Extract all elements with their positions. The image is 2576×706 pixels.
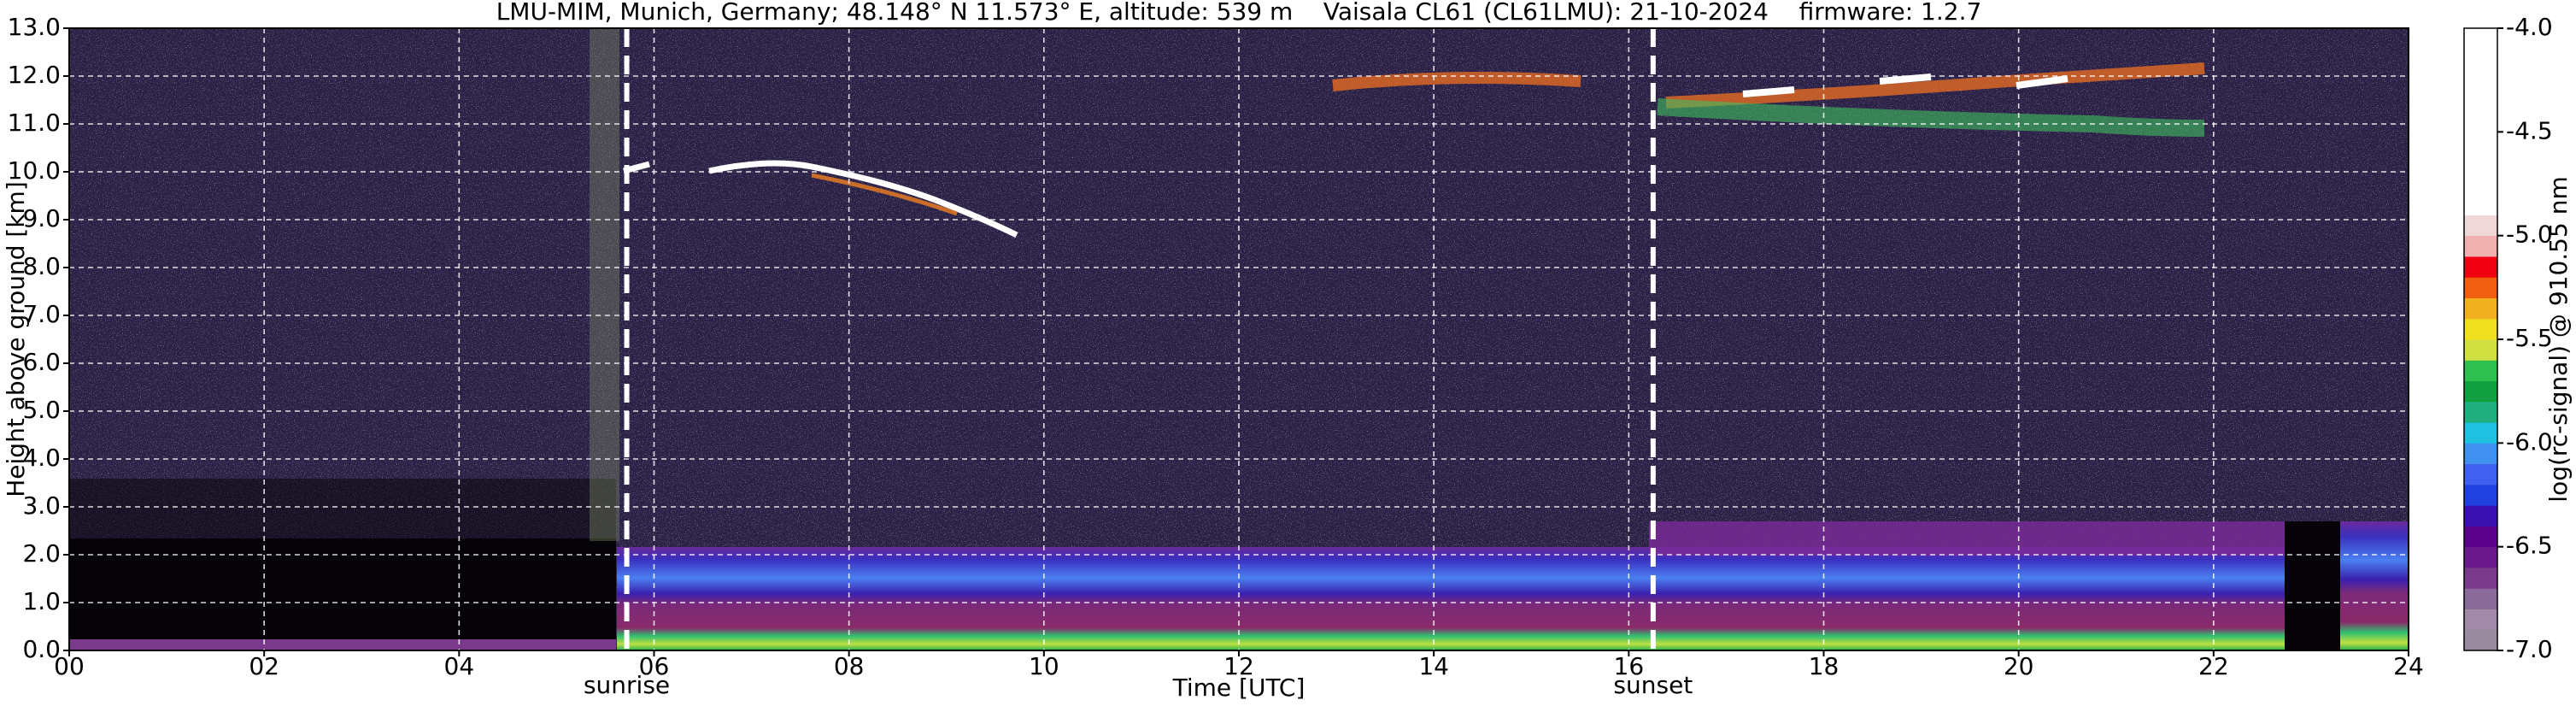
colorbar-swatch (2464, 297, 2497, 320)
cloud (1332, 62, 2205, 109)
colorbar-swatch (2464, 546, 2497, 568)
precip-stripe (590, 28, 619, 541)
annotation-label: sunset (1613, 671, 1693, 699)
colorbar-tick-label: -4.0 (2506, 13, 2553, 41)
colorbar-tick-label: -4.5 (2506, 116, 2553, 144)
colorbar-swatch (2464, 90, 2497, 112)
cloud (1742, 74, 2068, 97)
y-tick-label: 8.0 (22, 252, 61, 280)
plot-frame (68, 27, 2409, 651)
colorbar-swatch (2464, 567, 2497, 589)
x-tick-label: 16 (1614, 652, 1645, 680)
y-tick-label: 12.0 (8, 61, 61, 89)
colorbar-swatch (2464, 173, 2497, 195)
colorbar-tick-label: -7.0 (2506, 635, 2553, 663)
colorbar-swatch (2464, 194, 2497, 215)
colorbar-label: log(rc-signal) @ 910.55 nm (2544, 176, 2573, 502)
colorbar-tick-label: -5.0 (2506, 221, 2553, 249)
colorbar-swatch (2464, 609, 2497, 631)
x-tick-label: 18 (1809, 652, 1840, 680)
colorbar-swatch (2464, 215, 2497, 237)
colorbar-swatch (2464, 111, 2497, 132)
x-tick-label: 14 (1418, 652, 1449, 680)
annotation-label: sunrise (584, 671, 670, 699)
x-tick-label: 24 (2393, 652, 2424, 680)
cloud (811, 173, 958, 216)
y-tick-label: 11.0 (8, 109, 61, 137)
x-tick-label: 22 (2198, 652, 2229, 680)
x-tick-label: 02 (249, 652, 279, 680)
colorbar-swatch (2464, 588, 2497, 609)
colorbar-swatch (2464, 69, 2497, 91)
colorbar-swatch (2464, 484, 2497, 506)
colorbar-swatch (2464, 443, 2497, 465)
y-tick-label: 7.0 (22, 300, 61, 328)
y-tick-label: 10.0 (8, 156, 61, 185)
colorbar-tick-label: -5.5 (2506, 324, 2553, 352)
x-tick-label: 10 (1029, 652, 1059, 680)
y-axis-label: Height above ground [km] (2, 181, 30, 497)
colorbar-swatch (2464, 422, 2497, 444)
x-tick-label: 08 (834, 652, 865, 680)
y-tick-label: 6.0 (22, 348, 61, 376)
x-tick-label: 06 (639, 652, 670, 680)
x-axis-label: Time [UTC] (1172, 674, 1306, 702)
y-tick-label: 0.0 (22, 635, 61, 663)
colorbar-swatch (2464, 463, 2497, 485)
colorbar-swatch (2464, 256, 2497, 278)
colorbar-swatch (2464, 132, 2497, 154)
dark-region (69, 538, 616, 650)
colorbar-swatch (2464, 28, 2497, 50)
y-tick-label: 9.0 (22, 204, 61, 232)
colorbar-swatch (2464, 380, 2497, 403)
x-tick-label: 04 (444, 652, 475, 680)
colorbar-swatch (2464, 401, 2497, 423)
colorbar-swatch (2464, 235, 2497, 257)
y-tick-label: 4.0 (22, 444, 61, 472)
colorbar-swatch (2464, 277, 2497, 298)
colorbar-tick-label: -6.0 (2506, 427, 2553, 456)
x-tick-label: 12 (1223, 652, 1254, 680)
x-tick-label: 00 (54, 652, 85, 680)
residual-layer (1649, 521, 2285, 556)
y-tick-label: 1.0 (22, 587, 61, 615)
chart-title: LMU-MIM, Munich, Germany; 48.148° N 11.5… (496, 0, 1982, 26)
colorbar-swatch (2464, 629, 2497, 651)
y-tick-label: 2.0 (22, 539, 61, 568)
dark-region (2285, 521, 2340, 650)
dark-region (69, 479, 616, 538)
colorbar-tick-label: -6.5 (2506, 532, 2553, 560)
colorbar-swatch (2464, 360, 2497, 382)
colorbar-swatch (2464, 152, 2497, 174)
y-tick-label: 5.0 (22, 396, 61, 424)
colorbar-swatch (2464, 339, 2497, 361)
y-tick-label: 3.0 (22, 491, 61, 520)
cloud (1657, 98, 2205, 137)
colorbar-swatch (2464, 318, 2497, 340)
colorbar-swatch (2464, 505, 2497, 527)
boundary-layer (617, 547, 2285, 650)
y-tick-label: 13.0 (8, 13, 61, 41)
colorbar-swatch (2464, 49, 2497, 71)
x-tick-label: 20 (2004, 652, 2034, 680)
boundary-layer (2340, 521, 2409, 650)
colorbar-swatch (2464, 526, 2497, 548)
surface-layer (69, 639, 616, 650)
